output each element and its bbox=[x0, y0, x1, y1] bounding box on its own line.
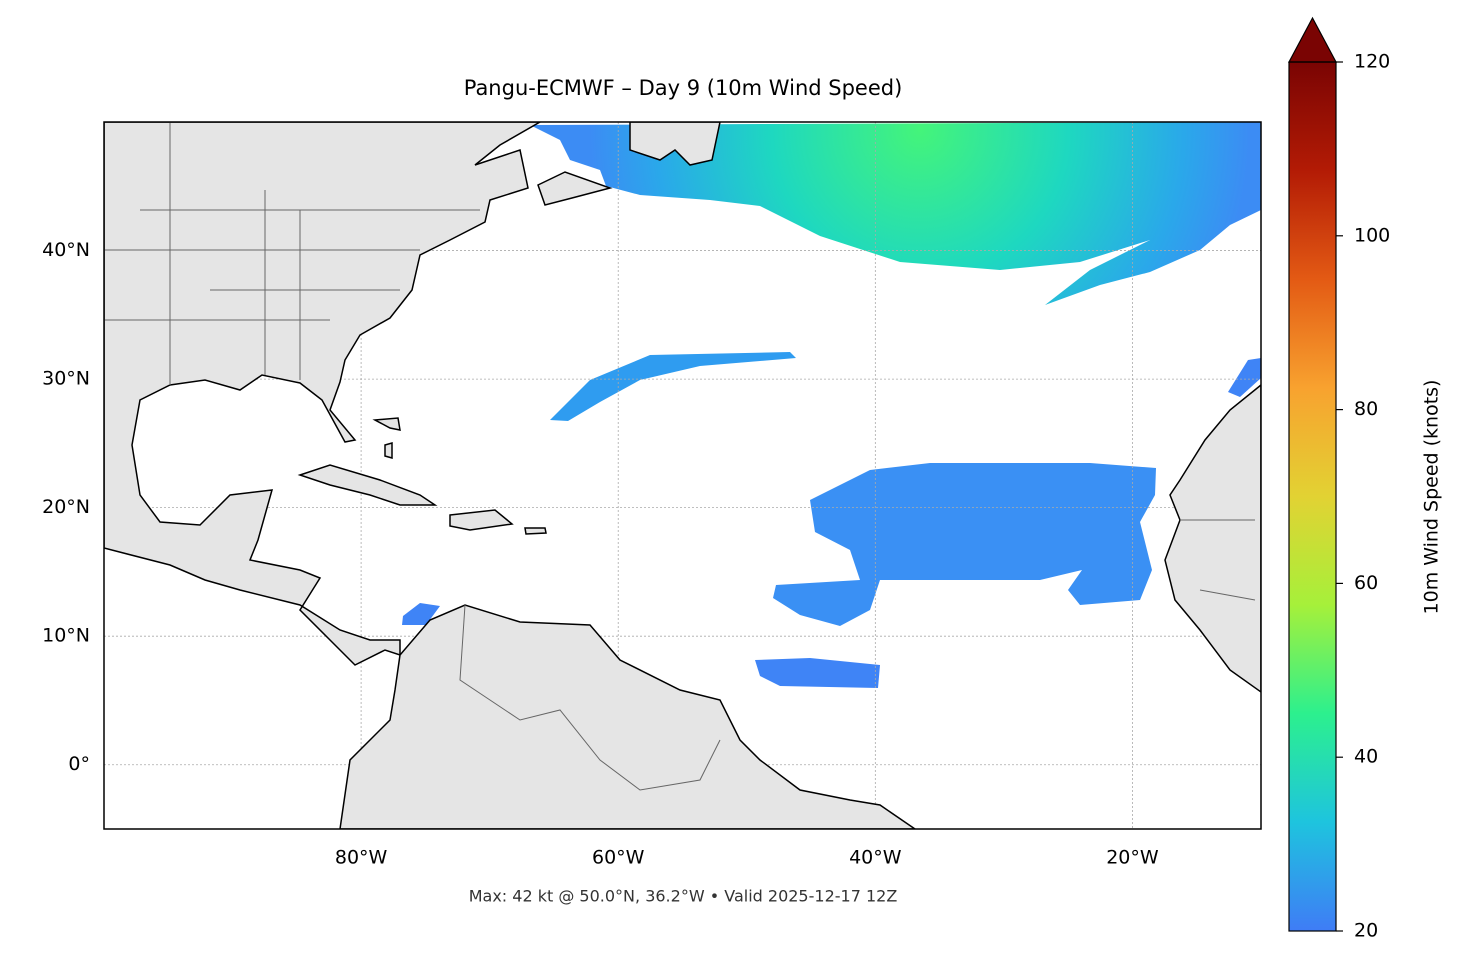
colorbar-tick-label: 20 bbox=[1354, 920, 1378, 942]
x-tick-label: 20°W bbox=[1106, 847, 1159, 869]
x-tick-label: 80°W bbox=[335, 847, 388, 869]
y-tick-label: 10°N bbox=[42, 625, 90, 647]
colorbar-label: 10m Wind Speed (knots) bbox=[1421, 380, 1443, 615]
colorbar-extension bbox=[1287, 16, 1338, 63]
footnote: Max: 42 kt @ 50.0°N, 36.2°W • Valid 2025… bbox=[469, 887, 898, 906]
colorbar: 10m Wind Speed (knots) 20 40 60 80 100 120 bbox=[1287, 16, 1443, 942]
map-frame bbox=[103, 121, 1262, 830]
y-tick-label: 0° bbox=[68, 753, 90, 775]
y-tick-label: 30°N bbox=[42, 368, 90, 390]
colorbar-tick-label: 80 bbox=[1354, 398, 1378, 420]
colorbar-tick-label: 100 bbox=[1354, 224, 1390, 246]
wind-field bbox=[402, 122, 1261, 688]
x-tick-label: 40°W bbox=[849, 847, 902, 869]
colorbar-tick-label: 120 bbox=[1354, 51, 1390, 73]
colorbar-tick-label: 40 bbox=[1354, 746, 1378, 768]
borders bbox=[104, 122, 1256, 791]
axes: 80°W 60°W 40°W 20°W 0° 10°N 20°N 30°N 40°N bbox=[42, 239, 1159, 868]
y-tick-label: 20°N bbox=[42, 496, 90, 518]
colorbar-tick-label: 60 bbox=[1354, 572, 1378, 594]
x-tick-label: 60°W bbox=[592, 847, 645, 869]
y-tick-label: 40°N bbox=[42, 239, 90, 261]
colorbar-frame bbox=[1288, 61, 1337, 932]
colorbar-gradient bbox=[1289, 62, 1336, 931]
map bbox=[104, 122, 1261, 829]
land bbox=[104, 122, 1261, 829]
title: Pangu-ECMWF – Day 9 (10m Wind Speed) bbox=[464, 76, 903, 100]
